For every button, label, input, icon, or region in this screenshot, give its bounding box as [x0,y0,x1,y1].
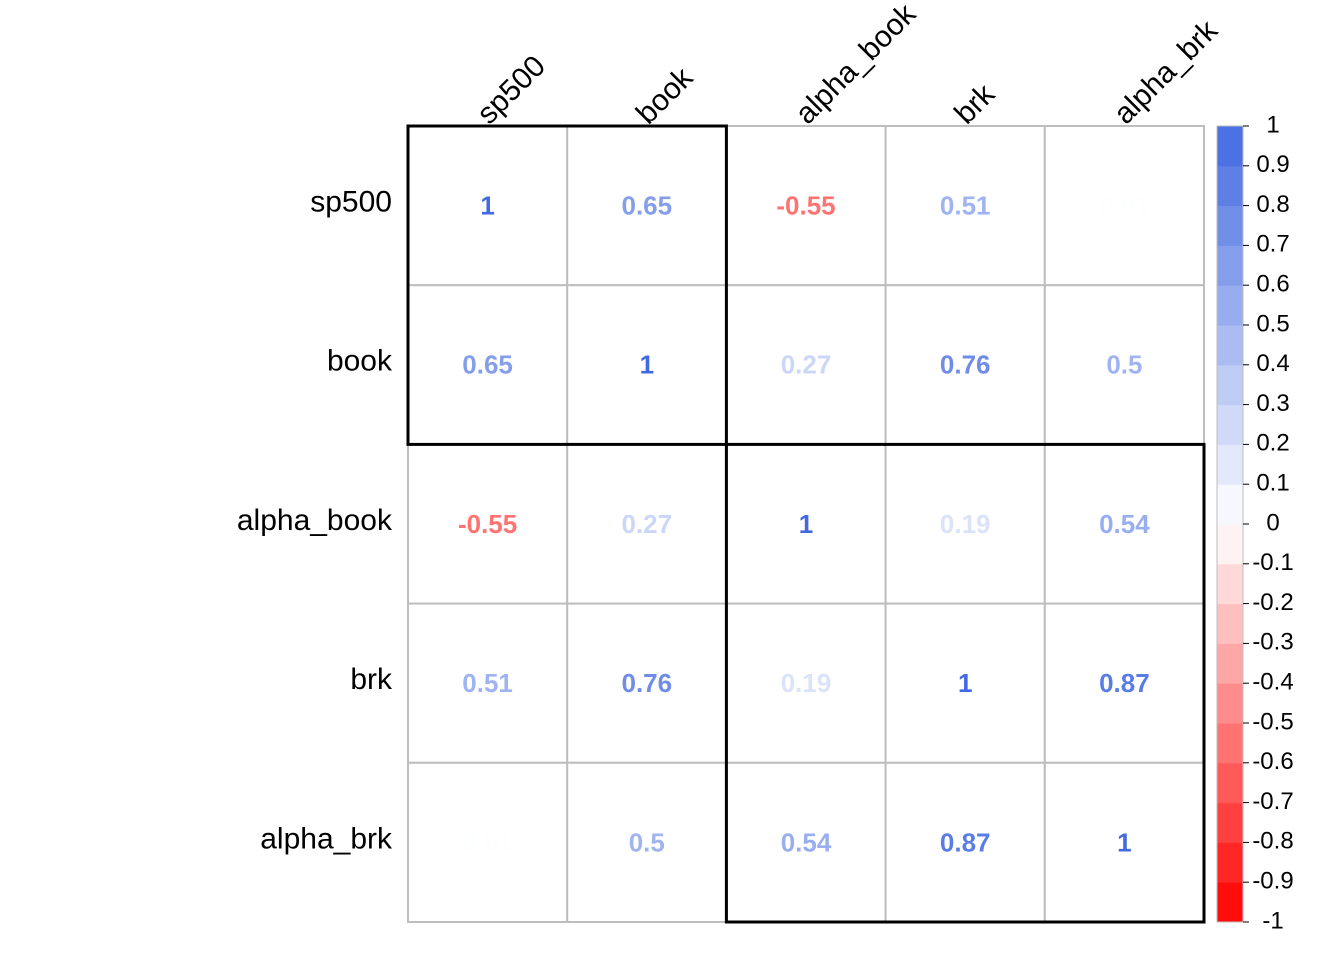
colorbar-segment [1217,842,1243,883]
cell [725,443,887,605]
colorbar-segment [1217,484,1243,525]
cell-value: 0.76 [621,668,672,698]
row-label: sp500 [310,186,392,219]
cell [566,443,728,605]
cell-value: 0.87 [1099,668,1150,698]
colorbar-tick-label: 0.7 [1256,231,1289,258]
cell [407,284,569,446]
colorbar-tick-label: -0.4 [1252,669,1293,696]
colorbar-tick-label: 0.6 [1256,271,1289,298]
colorbar-tick-label: 0.8 [1256,191,1289,218]
cell-value: 0.54 [781,827,832,857]
colorbar-tick-label: -0.6 [1252,748,1293,775]
cell [566,602,728,764]
cell-value: 1 [958,668,972,698]
cell [1043,602,1206,764]
column-label: book [630,61,700,131]
cell-value: 1 [640,350,654,380]
colorbar-tick-label: -0.8 [1252,828,1293,855]
colorbar-tick-label: -0.2 [1252,589,1293,616]
column-label: alpha_brk [1108,13,1225,130]
colorbar-segment [1217,165,1243,207]
row-label: book [327,345,393,378]
cell-value: 0.65 [462,350,513,380]
colorbar-tick-label: -0.3 [1252,629,1293,656]
colorbar-tick-label: -0.9 [1252,868,1293,895]
colorbar-segment [1217,126,1243,167]
colorbar-segment [1217,683,1243,724]
colorbar-segment [1217,762,1243,804]
cell [1043,761,1206,923]
cluster-box [406,124,728,446]
cell-value: 1 [1117,827,1131,857]
cell [407,125,569,287]
cell-value: 0.19 [940,509,991,539]
cell-value: -0.55 [776,190,835,220]
colorbar-segment [1217,404,1243,445]
colorbar-segment [1217,802,1243,843]
cell [725,125,887,287]
cell [1043,284,1206,446]
colorbar-segment [1217,723,1243,764]
cell [1043,125,1206,287]
colorbar-tick-label: 0.9 [1256,151,1289,178]
cell-value: 0.87 [940,827,991,857]
cell-value: 0.5 [629,827,665,857]
column-label: alpha_book [789,0,923,131]
cell [407,761,569,923]
cell-value: 1 [480,190,494,220]
colorbar-tick-label: 0.4 [1256,350,1289,377]
row-label: alpha_brk [260,822,393,855]
colorbar-segment [1217,444,1243,485]
colorbar-segment [1217,364,1243,406]
cell-value: 0.01 [462,827,513,857]
colorbar-tick-label: -0.7 [1252,788,1293,815]
cell [884,602,1046,764]
cell [566,761,728,923]
column-label: brk [948,77,1002,131]
cell-value: 0.76 [940,350,991,380]
cell [884,125,1046,287]
colorbar-segment [1217,245,1243,286]
cell-value: 0.01 [1099,190,1150,220]
colorbar-tick-label: -0.5 [1252,708,1293,735]
colorbar-tick-label: 1 [1266,111,1279,138]
colorbar-tick-label: 0.2 [1256,430,1289,457]
cluster-box [724,442,1206,924]
colorbar-segment [1217,325,1243,366]
colorbar-segment [1217,643,1243,684]
cell-value: 0.19 [781,668,832,698]
cell-value: 0.51 [940,190,991,220]
colorbar-segment [1217,882,1243,923]
cell [566,125,728,287]
colorbar-tick-label: 0.3 [1256,390,1289,417]
colorbar-tick-label: -1 [1262,907,1283,934]
cell-value: 0.54 [1099,509,1150,539]
colorbar-segment [1217,563,1243,605]
cell [725,761,887,923]
cell [407,602,569,764]
cell-value: 0.51 [462,668,513,698]
colorbar-tick-label: 0.5 [1256,310,1289,337]
column-label: sp500 [471,49,552,130]
colorbar-tick-label: 0.1 [1256,470,1289,497]
colorbar-segment [1217,285,1243,326]
colorbar-segment [1217,524,1243,565]
colorbar-tick-label: -0.1 [1252,549,1293,576]
cell-value: 0.27 [781,350,832,380]
colorbar-tick-label: 0 [1266,509,1279,536]
row-label: alpha_book [237,504,393,537]
cell-value: 0.65 [621,190,672,220]
cell-value: -0.55 [458,509,517,539]
cell-value: 0.27 [621,509,672,539]
colorbar-segment [1217,205,1243,246]
row-label: brk [350,663,393,696]
cell-value: 0.5 [1106,350,1142,380]
cell-value: 1 [799,509,813,539]
colorbar-segment [1217,603,1243,644]
